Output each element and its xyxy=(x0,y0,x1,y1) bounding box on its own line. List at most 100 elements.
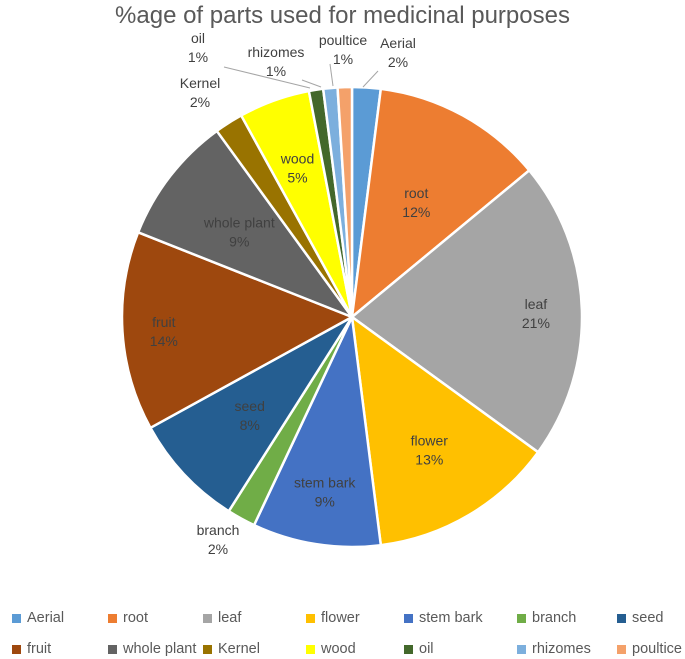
pie-slice-whole-plant xyxy=(136,129,354,319)
pie-slice-stem-bark xyxy=(252,315,383,549)
data-label-category: seed xyxy=(235,398,265,414)
data-label-root: root 12% xyxy=(402,185,430,220)
legend-swatch xyxy=(306,644,315,654)
leader-line-oil xyxy=(223,66,311,89)
legend-item-whole-plant: whole plant xyxy=(108,641,196,657)
pie-slice-leaf xyxy=(350,169,584,454)
legend-swatch xyxy=(517,644,526,654)
data-label-branch: branch 2% xyxy=(197,522,240,557)
legend-item-leaf: leaf xyxy=(203,610,241,626)
legend-item-rhizomes: rhizomes xyxy=(517,641,591,657)
data-label-category: fruit xyxy=(152,314,175,330)
legend-item-stem-bark: stem bark xyxy=(404,610,483,626)
legend-item-branch: branch xyxy=(517,610,576,626)
legend-swatch xyxy=(404,644,413,654)
legend-label: flower xyxy=(321,610,360,626)
legend-swatch xyxy=(617,644,626,654)
legend-item-wood: wood xyxy=(306,641,356,657)
data-label-stem-bark: stem bark 9% xyxy=(294,475,356,510)
data-label-oil: oil 1% xyxy=(188,30,208,65)
pie-slice-poultice xyxy=(336,85,354,319)
legend-label: poultice xyxy=(632,641,682,657)
data-label-category: Aerial xyxy=(380,35,416,51)
data-labels: Aerial 2% root 12% leaf 21% flower 13% stem bark… xyxy=(150,30,550,557)
data-label-kernel: Kernel 2% xyxy=(180,75,220,110)
legend-label: stem bark xyxy=(419,610,483,626)
data-label-percent: 2% xyxy=(388,54,408,70)
data-label-category: rhizomes xyxy=(248,44,305,60)
legend-item-oil: oil xyxy=(404,641,434,657)
data-label-percent: 1% xyxy=(266,63,286,79)
leader-line-poultice xyxy=(329,63,334,87)
legend-swatch xyxy=(306,613,315,623)
data-label-category: leaf xyxy=(525,296,548,312)
legend-label: Kernel xyxy=(218,641,260,657)
leader-line-aerial xyxy=(362,70,379,88)
data-label-leaf: leaf 21% xyxy=(522,296,550,331)
data-label-wood: wood 5% xyxy=(280,151,314,186)
legend-swatch xyxy=(617,613,626,623)
data-label-rhizomes: rhizomes 1% xyxy=(248,44,305,79)
legend-swatch xyxy=(404,613,413,623)
legend-label: leaf xyxy=(218,610,242,626)
pie-slice-flower xyxy=(350,315,540,547)
chart-title: %age of parts used for medicinal purpose… xyxy=(115,2,570,29)
legend-item-root: root xyxy=(108,610,148,626)
data-label-percent: 8% xyxy=(240,417,260,433)
data-label-category: whole plant xyxy=(203,215,275,231)
data-label-percent: 21% xyxy=(522,315,550,331)
leader-lines xyxy=(223,63,379,89)
data-label-fruit: fruit 14% xyxy=(150,314,178,349)
legend-swatch xyxy=(517,613,526,623)
data-label-seed: seed 8% xyxy=(235,398,265,433)
pie-chart: Aerial 2% root 12% leaf 21% flower 13% stem bark… xyxy=(120,30,584,557)
data-label-percent: 2% xyxy=(190,94,210,110)
data-label-category: oil xyxy=(191,30,205,46)
data-label-percent: 1% xyxy=(188,49,208,65)
data-label-percent: 12% xyxy=(402,204,430,220)
data-label-percent: 9% xyxy=(315,494,335,510)
data-label-flower: flower 13% xyxy=(411,433,449,468)
data-label-percent: 9% xyxy=(229,234,249,250)
data-label-category: stem bark xyxy=(294,475,356,491)
legend-label: fruit xyxy=(27,641,52,657)
data-label-category: poultice xyxy=(319,32,367,48)
data-label-aerial: Aerial 2% xyxy=(380,35,416,70)
data-label-category: flower xyxy=(411,433,449,449)
legend-label: whole plant xyxy=(123,641,197,657)
legend: Aerial root leaf flower stem bark branch seed f… xyxy=(0,600,685,659)
leader-line-rhizomes xyxy=(301,79,322,88)
legend-swatch xyxy=(12,644,21,654)
legend-label: oil xyxy=(419,641,434,657)
data-label-category: root xyxy=(404,185,428,201)
pie-slice-root xyxy=(350,87,531,319)
data-label-whole-plant: whole plant 9% xyxy=(203,215,275,250)
legend-swatch xyxy=(203,644,212,654)
legend-item-flower: flower xyxy=(306,610,360,626)
data-label-percent: 2% xyxy=(208,541,228,557)
legend-item-poultice: poultice xyxy=(617,641,682,657)
data-label-percent: 1% xyxy=(333,51,353,67)
legend-swatch xyxy=(108,613,117,623)
data-label-percent: 13% xyxy=(415,452,443,468)
legend-item-kernel: Kernel xyxy=(203,641,260,657)
legend-item-fruit: fruit xyxy=(12,641,51,657)
data-label-percent: 14% xyxy=(150,333,178,349)
legend-swatch xyxy=(203,613,212,623)
data-label-percent: 5% xyxy=(287,170,307,186)
data-label-poultice: poultice 1% xyxy=(319,32,367,67)
data-label-category: branch xyxy=(197,522,240,538)
legend-swatch xyxy=(12,613,21,623)
legend-label: Aerial xyxy=(27,610,65,626)
legend-item-aerial: Aerial xyxy=(12,610,64,626)
pie-slice-seed xyxy=(149,315,354,513)
legend-label: branch xyxy=(532,610,577,626)
legend-swatch xyxy=(108,644,117,654)
pie-slices xyxy=(120,85,584,549)
legend-label: rhizomes xyxy=(532,641,591,657)
data-label-category: Kernel xyxy=(180,75,220,91)
legend-label: root xyxy=(123,610,148,626)
data-label-category: wood xyxy=(280,151,314,167)
legend-item-seed: seed xyxy=(617,610,663,626)
legend-label: wood xyxy=(321,641,356,657)
